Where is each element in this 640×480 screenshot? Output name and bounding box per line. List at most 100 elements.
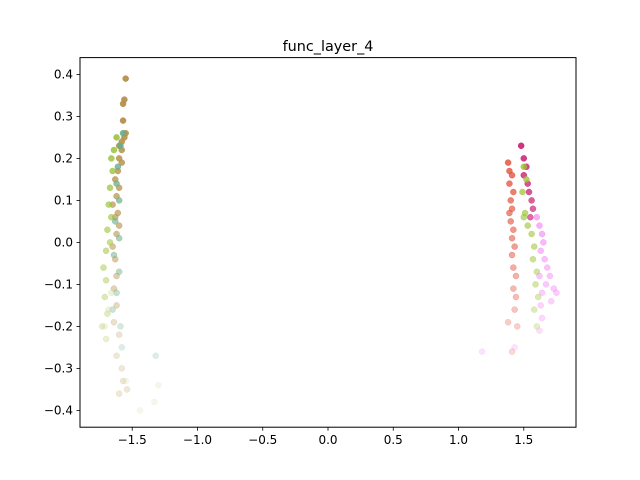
data-point <box>542 281 550 288</box>
chart-title: func_layer_4 <box>283 39 374 55</box>
data-point <box>538 289 546 297</box>
data-point <box>538 314 546 322</box>
data-point <box>115 222 123 229</box>
data-point <box>113 134 120 141</box>
data-point <box>533 213 541 221</box>
data-point <box>108 289 115 297</box>
data-point <box>115 197 123 204</box>
data-point <box>117 323 124 330</box>
data-point <box>529 255 537 263</box>
data-point <box>118 344 126 351</box>
data-point <box>508 251 516 259</box>
data-point <box>544 264 551 271</box>
points-layer <box>98 75 560 414</box>
data-point <box>506 209 513 217</box>
data-point <box>109 167 116 175</box>
data-point <box>528 230 535 238</box>
y-axis: −0.4 −0.3 −0.2 −0.1 0.0 0.1 0.2 0.3 0.4 <box>44 68 80 418</box>
data-point <box>117 142 124 150</box>
data-point <box>102 247 110 255</box>
data-point <box>536 327 543 334</box>
data-point <box>136 407 144 414</box>
data-point <box>523 176 530 183</box>
data-point <box>122 377 129 385</box>
data-point <box>511 344 518 351</box>
data-point <box>547 297 555 305</box>
data-point <box>152 352 159 360</box>
data-point <box>546 272 554 280</box>
data-point <box>541 255 548 263</box>
y-tick-label: 0.2 <box>54 152 73 166</box>
y-tick-label: −0.3 <box>44 362 73 376</box>
data-point <box>119 100 127 108</box>
data-point <box>108 213 115 221</box>
data-point <box>123 386 131 393</box>
data-point <box>537 247 545 255</box>
data-point <box>104 226 111 234</box>
data-point <box>105 306 112 313</box>
data-point <box>536 222 543 229</box>
data-point <box>524 222 531 229</box>
data-point <box>115 234 123 242</box>
y-tick-label: 0.4 <box>54 68 73 82</box>
data-point <box>514 323 521 330</box>
data-point <box>510 264 517 271</box>
data-point <box>108 155 115 162</box>
data-point <box>113 352 120 360</box>
x-axis: −1.5 −1.0 −0.5 0.0 0.5 1.0 1.5 <box>118 427 533 447</box>
data-point <box>110 251 118 259</box>
data-point <box>151 398 158 406</box>
data-point <box>504 159 512 166</box>
x-tick-label: −1.0 <box>183 433 212 447</box>
data-point <box>98 323 106 330</box>
data-point <box>528 197 535 204</box>
data-point <box>517 142 525 150</box>
data-point <box>507 218 514 225</box>
data-point <box>100 264 107 271</box>
data-point <box>118 159 126 166</box>
data-point <box>114 163 122 171</box>
data-point <box>510 188 517 196</box>
data-point <box>101 323 109 330</box>
x-tick-label: −1.5 <box>118 433 147 447</box>
data-point <box>119 377 127 385</box>
data-point <box>537 302 545 309</box>
x-tick-label: 1.0 <box>449 433 468 447</box>
data-point <box>550 285 558 292</box>
data-point <box>110 285 118 292</box>
data-point <box>113 180 120 187</box>
data-point <box>115 331 123 339</box>
data-point <box>525 188 533 196</box>
data-point <box>115 390 123 397</box>
data-point <box>104 310 111 318</box>
data-point <box>520 155 528 162</box>
data-point <box>532 281 539 288</box>
x-tick-label: 0.5 <box>384 433 403 447</box>
data-point <box>113 272 120 280</box>
data-point <box>508 348 516 355</box>
data-point <box>115 268 123 276</box>
data-point <box>520 213 528 221</box>
data-point <box>533 323 541 330</box>
data-point <box>110 146 118 154</box>
data-point <box>508 171 516 179</box>
y-tick-label: −0.1 <box>44 278 73 292</box>
plot-frame <box>79 57 577 428</box>
y-tick-label: 0.0 <box>54 236 73 250</box>
y-tick-label: −0.2 <box>44 320 73 334</box>
data-point <box>519 188 526 196</box>
data-point <box>536 272 543 280</box>
data-point <box>106 239 114 246</box>
data-point <box>113 289 120 297</box>
data-point <box>540 239 547 246</box>
data-point <box>511 306 518 313</box>
data-point <box>511 243 518 250</box>
x-tick-label: −0.5 <box>248 433 277 447</box>
data-point <box>118 365 126 372</box>
data-point <box>512 272 520 280</box>
data-point <box>113 302 120 309</box>
data-point <box>102 335 110 343</box>
data-point <box>111 218 119 225</box>
